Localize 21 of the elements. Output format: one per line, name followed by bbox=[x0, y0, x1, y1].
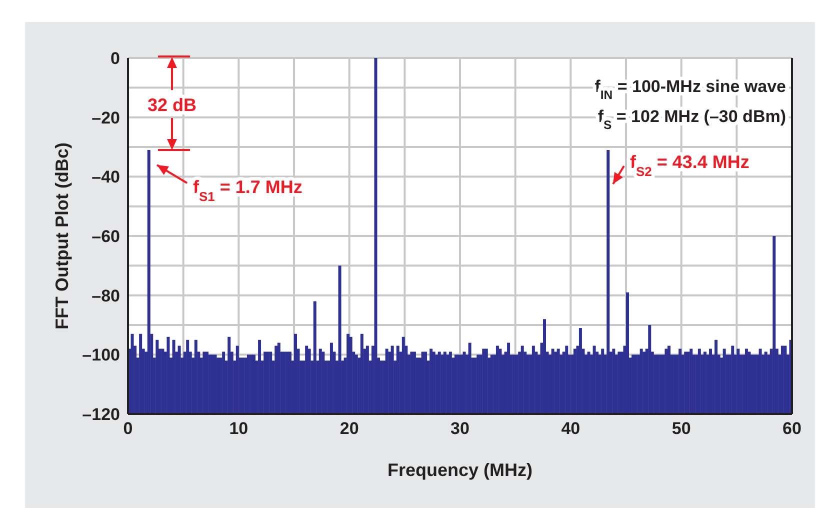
annotation: f$_{S2}$ = 43.4 MHz bbox=[630, 152, 750, 178]
annotation: 32 dB bbox=[147, 95, 197, 115]
y-tick-label: –40 bbox=[92, 168, 120, 187]
y-tick-label: –20 bbox=[92, 108, 120, 128]
y-tick-label: 0 bbox=[110, 49, 120, 68]
x-tick-label: 20 bbox=[340, 419, 359, 438]
x-tick-label: 10 bbox=[229, 419, 248, 438]
x-tick-label: 30 bbox=[450, 419, 470, 438]
x-tick-label: 60 bbox=[782, 419, 802, 438]
x-tick-label: 40 bbox=[561, 419, 580, 438]
y-tick-label: –100 bbox=[82, 346, 120, 365]
y-tick-label: –120 bbox=[82, 405, 120, 424]
x-tick-label: 0 bbox=[123, 419, 133, 438]
annotation: f$_{S1}$ = 1.7 MHz bbox=[193, 177, 302, 204]
x-tick-label: 50 bbox=[672, 419, 691, 438]
y-tick-label: –80 bbox=[92, 286, 120, 306]
y-tick-label: –60 bbox=[92, 227, 120, 246]
y-axis-title: FFT Output Plot (dBc) bbox=[52, 142, 72, 330]
annotation: f$_{S}$ = 102 MHz (–30 dBm) bbox=[598, 107, 786, 132]
annotation: f$_{IN}$ = 100-MHz sine wave bbox=[594, 77, 786, 102]
x-axis-title: Frequency (MHz) bbox=[387, 460, 533, 480]
